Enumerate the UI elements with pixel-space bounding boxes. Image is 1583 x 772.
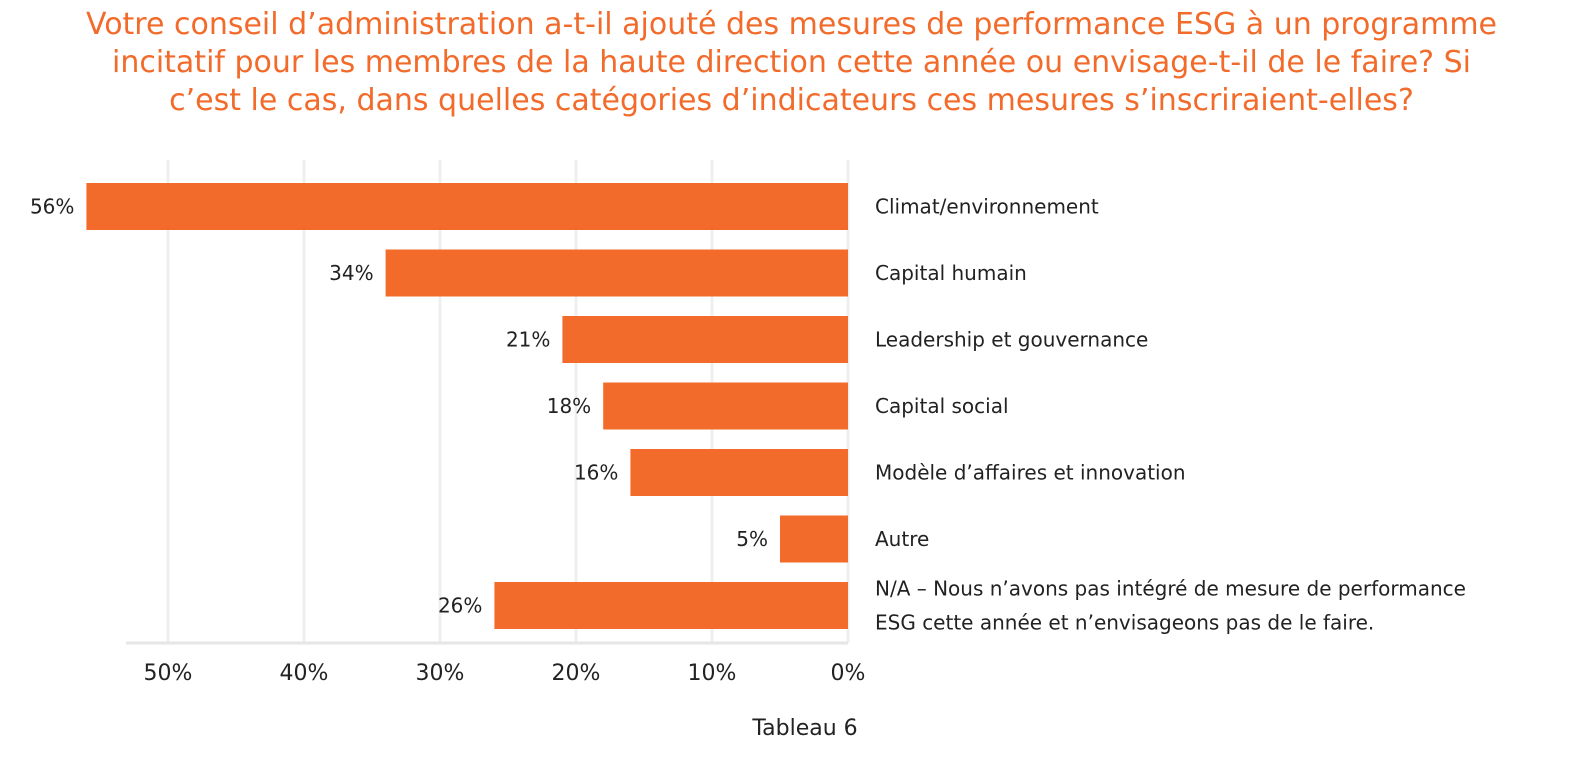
bar (385, 249, 848, 297)
category-label: ESG cette année et n’envisageons pas de … (875, 611, 1374, 635)
bar (603, 382, 848, 430)
labels: 50% 40% 30% 20% 10% 0% 56% Climat/environnement… (30, 195, 1466, 687)
chart-title-line-1: Votre conseil d’administration a-t-il aj… (86, 7, 1497, 42)
bar-value-label: 18% (547, 394, 591, 418)
bar (494, 582, 848, 629)
x-tick-label: 0% (831, 661, 866, 686)
bar (86, 183, 848, 230)
bar-value-label: 34% (329, 261, 373, 285)
x-tick-label: 30% (416, 661, 465, 686)
bar (630, 449, 848, 496)
bars (86, 183, 848, 629)
bar (780, 515, 848, 563)
category-label: Capital social (875, 394, 1009, 418)
x-tick-label: 50% (144, 661, 193, 686)
x-tick-label: 40% (280, 661, 329, 686)
bar-value-label: 16% (574, 461, 618, 485)
category-label: N/A – Nous n’avons pas intégré de mesure… (875, 577, 1466, 601)
category-label: Modèle d’affaires et innovation (875, 461, 1186, 485)
category-label: Climat/environnement (875, 195, 1099, 219)
category-label: Capital humain (875, 261, 1027, 285)
chart-title: Votre conseil d’administration a-t-il aj… (0, 6, 1583, 120)
chart-title-line-3: c’est le cas, dans quelles catégories d’… (169, 83, 1414, 118)
category-label: Leadership et gouvernance (875, 328, 1148, 352)
bar-value-label: 56% (30, 195, 74, 219)
bar-value-label: 5% (736, 527, 768, 551)
bar-value-label: 26% (438, 594, 482, 618)
category-label: Autre (875, 527, 929, 551)
chart-title-line-2: incitatif pour les membres de la haute d… (111, 45, 1471, 80)
bar-value-label: 21% (506, 328, 550, 352)
chart-caption: Tableau 6 (752, 716, 858, 741)
x-tick-label: 10% (688, 661, 737, 686)
bar (562, 316, 848, 363)
x-tick-label: 20% (552, 661, 601, 686)
